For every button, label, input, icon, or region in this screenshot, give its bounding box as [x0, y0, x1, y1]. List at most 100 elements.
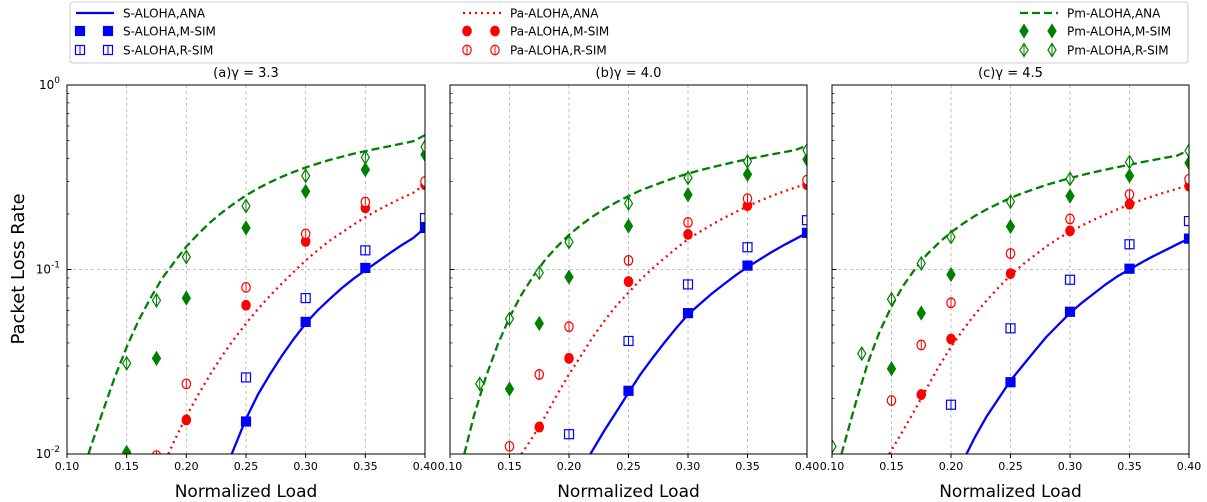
legend-label-pm-aloha-r-sim: Pm-ALOHA,R-SIM — [1067, 44, 1169, 58]
legend-marker-pm-aloha-m-sim — [1047, 23, 1057, 39]
panel-title: (a)γ = 3.3 — [213, 66, 279, 81]
point-pa-aloha-m-sim — [1065, 225, 1075, 237]
point-s-aloha-m-sim — [300, 316, 311, 327]
point-pm-aloha-m-sim — [1184, 155, 1189, 171]
x-tick-label: 0.35 — [353, 460, 378, 473]
point-s-aloha-m-sim — [1005, 377, 1016, 388]
legend-marker-pa-aloha-m-sim — [490, 25, 500, 37]
y-tick-label: 100 — [39, 76, 60, 92]
point-pm-aloha-r-sim — [802, 142, 807, 159]
legend-label-pa-aloha-ana: Pa-ALOHA,ANA — [510, 7, 599, 21]
point-pm-aloha-m-sim — [1005, 218, 1016, 235]
legend-label-pm-aloha-ana: Pm-ALOHA,ANA — [1067, 7, 1161, 21]
point-pm-aloha-m-sim — [742, 166, 753, 182]
point-pa-aloha-m-sim — [181, 414, 192, 426]
grid — [832, 85, 1189, 454]
point-pm-aloha-m-sim — [121, 444, 132, 454]
y-tick-label: 10-2 — [36, 445, 60, 461]
point-s-aloha-r-sim — [1183, 215, 1189, 227]
x-tick-label: 0.30 — [1058, 460, 1083, 473]
point-pm-aloha-m-sim — [1065, 188, 1075, 204]
x-tick-label: 0.15 — [114, 460, 139, 473]
legend-label-pa-aloha-r-sim: Pa-ALOHA,R-SIM — [510, 44, 607, 58]
point-pa-aloha-m-sim — [623, 276, 634, 287]
point-pa-aloha-m-sim — [153, 452, 160, 454]
legend-label-pa-aloha-m-sim: Pa-ALOHA,M-SIM — [510, 25, 609, 39]
point-pm-aloha-m-sim — [360, 161, 371, 178]
series-s-aloha-ana — [589, 231, 807, 454]
point-s-aloha-r-sim — [419, 212, 425, 224]
point-s-aloha-m-sim — [419, 222, 425, 234]
point-s-aloha-m-sim — [1064, 306, 1076, 317]
point-s-aloha-m-sim — [623, 385, 634, 396]
point-pa-aloha-m-sim — [683, 228, 693, 240]
x-tick-label: 0.15 — [879, 460, 904, 473]
chart-panel-1: 0.10 0.15 0.20 0.25 0.30 0.35 0.40 100 10-1 10-2 (… — [36, 66, 438, 502]
point-s-aloha-m-sim — [801, 227, 807, 238]
series-pm-aloha-ana — [463, 144, 807, 454]
point-pa-aloha-m-sim — [534, 421, 545, 433]
x-tick-label: 0.25 — [616, 460, 641, 473]
x-tick-label: 0.25 — [234, 460, 259, 473]
point-pm-aloha-m-sim — [886, 361, 897, 377]
legend-marker-pa-aloha-m-sim — [462, 25, 472, 37]
point-s-aloha-m-sim — [682, 308, 694, 319]
x-tick-label: 0.15 — [497, 460, 522, 473]
point-pm-aloha-m-sim — [151, 350, 162, 366]
x-axis-label: Normalized Load — [557, 482, 700, 502]
point-pm-aloha-m-sim — [946, 266, 956, 283]
point-pm-aloha-m-sim — [564, 269, 574, 285]
panel-title: (c)γ = 4.5 — [978, 66, 1043, 81]
point-s-aloha-m-sim — [1124, 263, 1135, 274]
point-s-aloha-m-sim — [1183, 233, 1189, 244]
legend-marker-s-aloha-m-sim — [74, 25, 86, 37]
point-pa-aloha-m-sim — [564, 352, 574, 364]
legend-marker-pm-aloha-m-sim — [1019, 23, 1029, 39]
plot-area — [463, 142, 807, 454]
x-tick-label: 0.10 — [55, 460, 80, 473]
point-pm-aloha-m-sim — [241, 220, 251, 236]
chart-panel-3: 0.10 0.15 0.20 0.25 0.30 0.35 0.40 (c)γ = 4.5 No… — [820, 66, 1202, 502]
x-tick-label: 0.10 — [438, 460, 463, 473]
grid — [450, 85, 807, 454]
point-pa-aloha-m-sim — [946, 333, 956, 345]
legend-frame — [69, 1, 1189, 64]
series-pa-aloha-ana — [167, 183, 425, 454]
legend-label-s-aloha-r-sim: S-ALOHA,R-SIM — [123, 44, 213, 58]
point-s-aloha-m-sim — [240, 416, 252, 427]
chart-panels: 0.10 0.15 0.20 0.25 0.30 0.35 0.40 100 10-1 10-2 (… — [36, 66, 1202, 502]
chart-panel-2: 0.10 0.15 0.20 0.25 0.30 0.35 0.40 (b)γ = 4.0 No… — [438, 66, 820, 502]
legend-label-pm-aloha-m-sim: Pm-ALOHA,M-SIM — [1067, 25, 1171, 39]
y-axis-label: Packet Loss Rate — [8, 193, 29, 344]
x-tick-label: 0.35 — [735, 460, 760, 473]
point-pm-aloha-m-sim — [623, 218, 634, 234]
x-tick-label: 0.20 — [557, 460, 582, 473]
grid — [67, 85, 425, 454]
x-tick-label: 0.10 — [820, 460, 845, 473]
point-pa-aloha-m-sim — [1124, 198, 1135, 210]
y-tick-label: 10-1 — [36, 261, 60, 277]
point-s-aloha-m-sim — [360, 262, 371, 274]
point-pm-aloha-m-sim — [916, 305, 926, 321]
x-tick-label: 0.35 — [1117, 460, 1142, 473]
x-tick-label: 0.30 — [293, 460, 318, 473]
point-s-aloha-r-sim — [801, 215, 807, 226]
x-tick-label: 0.25 — [998, 460, 1023, 473]
point-s-aloha-m-sim — [742, 260, 753, 271]
legend-label-s-aloha-m-sim: S-ALOHA,M-SIM — [123, 25, 216, 39]
legend: S-ALOHA,ANA S-ALOHA,M-SIM S-ALOHA,R-SIM Pa-… — [69, 1, 1189, 64]
x-tick-label: 0.20 — [174, 460, 199, 473]
series-pa-aloha-ana — [520, 182, 807, 454]
plot-area — [87, 134, 425, 454]
x-tick-label: 0.30 — [676, 460, 701, 473]
series-s-aloha-ana — [230, 227, 425, 454]
point-pm-aloha-m-sim — [300, 183, 311, 200]
x-tick-label: 0.20 — [939, 460, 964, 473]
point-pa-aloha-m-sim — [1005, 268, 1016, 280]
plot-area — [832, 143, 1189, 454]
x-axis-label: Normalized Load — [939, 482, 1082, 502]
x-axis-label: Normalized Load — [175, 482, 318, 502]
point-pm-aloha-r-sim — [832, 438, 837, 454]
legend-marker-s-aloha-m-sim — [102, 25, 114, 37]
